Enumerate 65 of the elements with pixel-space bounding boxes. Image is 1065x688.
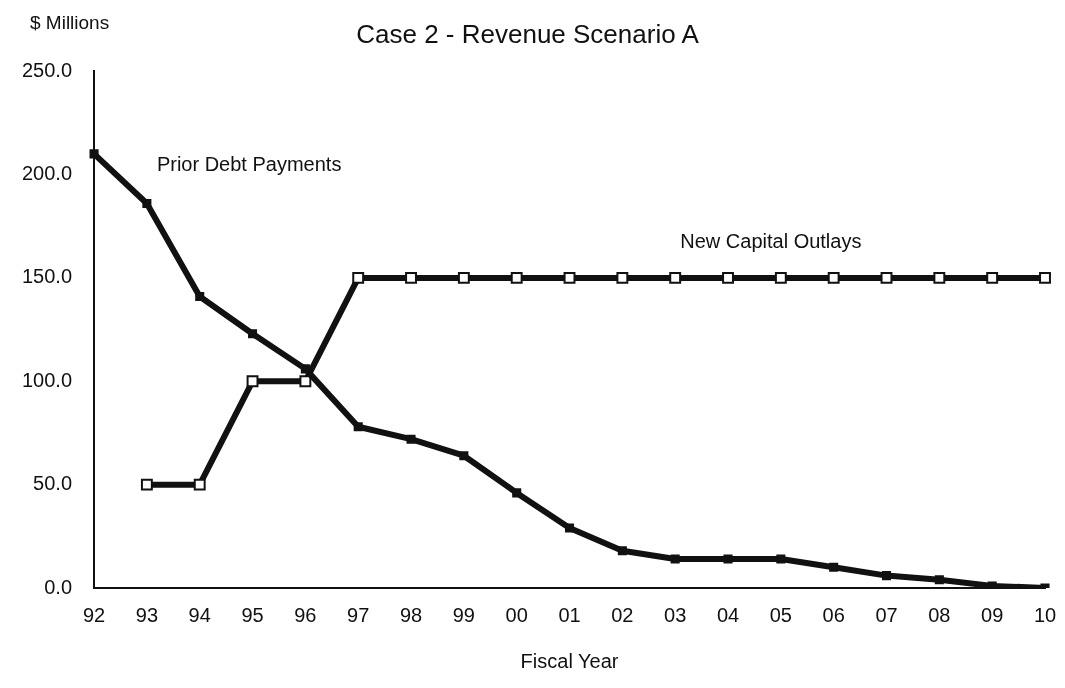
point [670,554,680,564]
point [512,488,522,498]
point [510,271,523,284]
series-label: New Capital Outlays [680,230,862,253]
x-tick-label: 00 [505,603,528,626]
point [246,375,259,388]
point [352,271,365,284]
point [353,422,363,432]
point [933,271,946,284]
x-tick-label: 04 [716,603,740,626]
point [827,271,840,284]
point [140,478,153,491]
x-tick-label: 97 [347,603,370,626]
point [406,434,416,444]
point [195,291,205,302]
point [829,562,839,572]
point [617,546,627,556]
x-tick-label: 03 [664,603,687,626]
y-tick-label: 150.0 [21,265,73,288]
point [986,271,999,284]
x-tick-label: 92 [82,603,106,626]
point [142,198,152,209]
x-tick-label: 07 [875,603,898,626]
point [723,554,733,564]
x-tick-label: 08 [928,603,951,626]
y-tick-label: 250.0 [21,58,73,81]
x-tick-label: 96 [294,603,317,626]
point [669,271,682,284]
x-tick-label: 98 [399,603,423,626]
y-tick-label: 200.0 [21,162,73,185]
x-tick-label: 99 [452,603,475,626]
y-tick-label: 100.0 [21,368,73,391]
x-tick-label: 05 [769,603,792,626]
point [880,271,893,284]
y-tick-label: 50.0 [33,472,73,495]
point [881,571,892,581]
x-tick-label: 02 [611,603,634,626]
x-tick-label: 94 [188,603,211,626]
point [193,478,206,491]
point [616,271,629,284]
point [934,575,944,585]
point [776,554,786,564]
x-tick-label: 09 [981,603,1004,626]
point [563,271,576,284]
chart-title: Case 2 - Revenue Scenario A [356,18,700,49]
x-axis-title: Fiscal Year [520,649,619,672]
x-tick-label: 93 [135,603,158,626]
y-tick-label: 0.0 [44,575,73,598]
point [300,364,310,374]
point [459,451,469,461]
x-tick-label: 01 [558,603,581,626]
y-axis-title: $ Millions [30,12,110,34]
point [405,271,417,284]
point [774,271,787,284]
point [722,271,734,284]
point [1039,271,1051,284]
x-tick-label: 06 [822,603,845,626]
x-tick-label: 95 [241,603,264,626]
point [299,375,312,388]
point [457,271,470,284]
point [248,329,258,339]
point [564,523,575,533]
series-label: Prior Debt Payments [156,153,342,176]
x-tick-label: 10 [1033,603,1057,626]
point [89,149,99,159]
